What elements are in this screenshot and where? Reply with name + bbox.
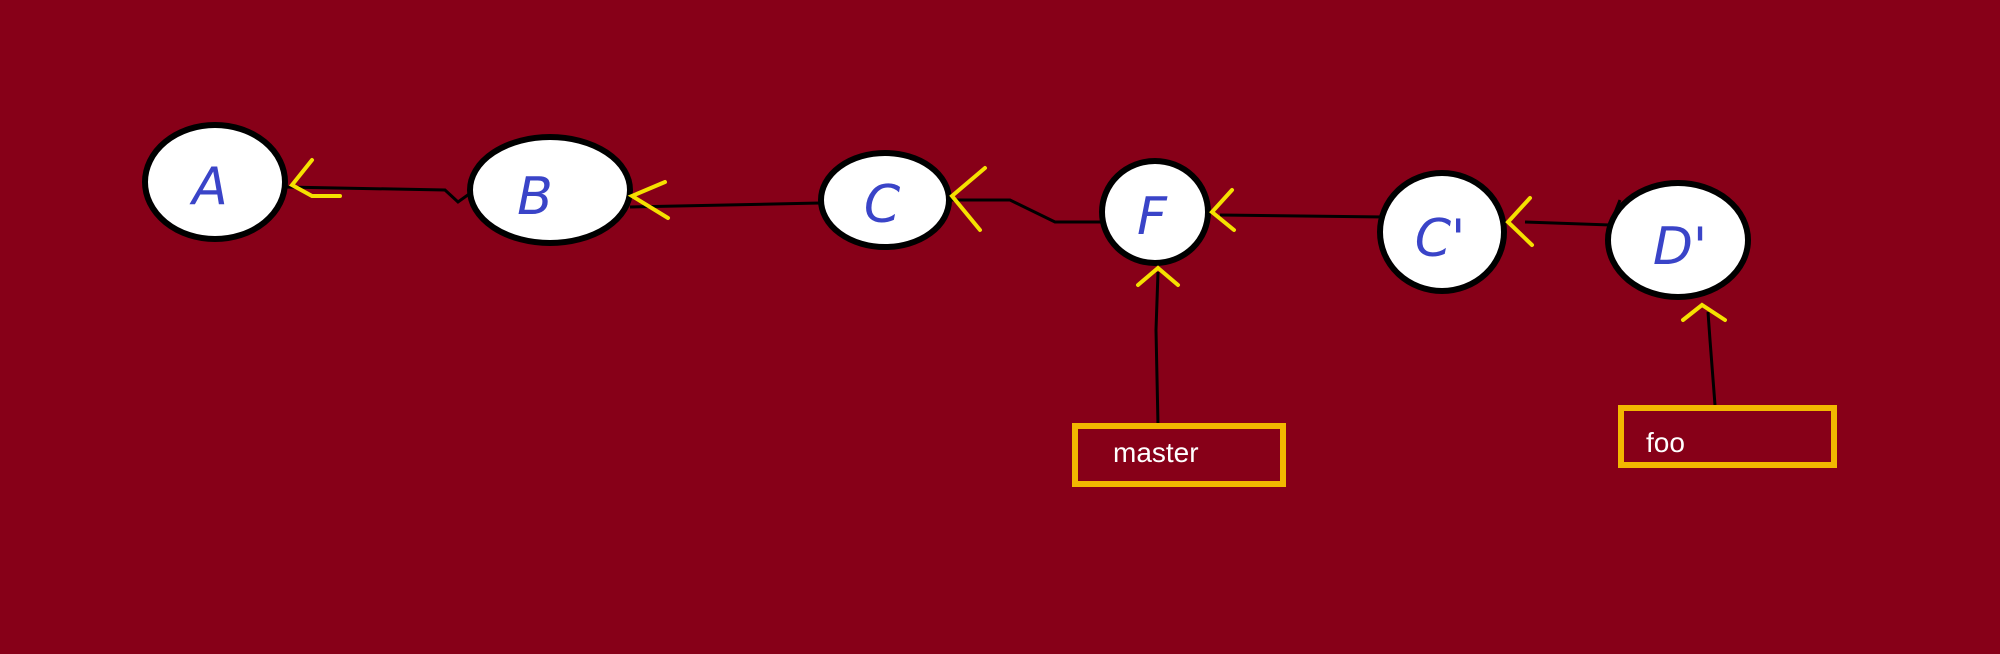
arrowhead-foo [1681, 302, 1727, 322]
branch-label-box [1072, 423, 1286, 487]
branch-label-master: master [1113, 437, 1199, 468]
commit-node-c: C [818, 150, 952, 250]
edge-master-to-f [1154, 271, 1160, 426]
edge-foo-to-d2 [1706, 311, 1717, 406]
commit-node-a: A [142, 122, 288, 242]
arrowhead-to-b [627, 180, 670, 220]
arrowhead-to-a [288, 158, 342, 198]
edge-b-to-a [284, 185, 473, 204]
branch-label-foo: foo [1646, 427, 1685, 458]
arrowhead-to-c [949, 166, 987, 232]
commit-label: F [1137, 187, 1168, 247]
edge-d2-to-c2 [1524, 199, 1622, 227]
branch-master: master [1072, 423, 1286, 487]
commit-label: D' [1653, 217, 1707, 277]
edge-c2-to-f [1219, 213, 1386, 219]
edge-c-to-b [629, 201, 821, 209]
commit-label: A [189, 157, 228, 217]
parent-arrowheads [288, 158, 1727, 322]
branch-foo: foo [1618, 405, 1837, 468]
arrowhead-to-f [1209, 188, 1236, 232]
arrowhead-master [1136, 265, 1180, 287]
commit-label: C' [1415, 209, 1466, 269]
commit-node-f: F [1099, 158, 1211, 266]
commit-label: B [517, 167, 553, 227]
arrowhead-to-c-prime [1505, 196, 1534, 247]
branch-label-box [1618, 405, 1837, 468]
commit-node-c-prime: C' [1377, 170, 1507, 294]
commit-node-d-prime: D' [1605, 180, 1751, 300]
edge-f-to-c [950, 198, 1115, 224]
commit-node-b: B [467, 134, 633, 246]
commit-label: C [864, 175, 901, 235]
